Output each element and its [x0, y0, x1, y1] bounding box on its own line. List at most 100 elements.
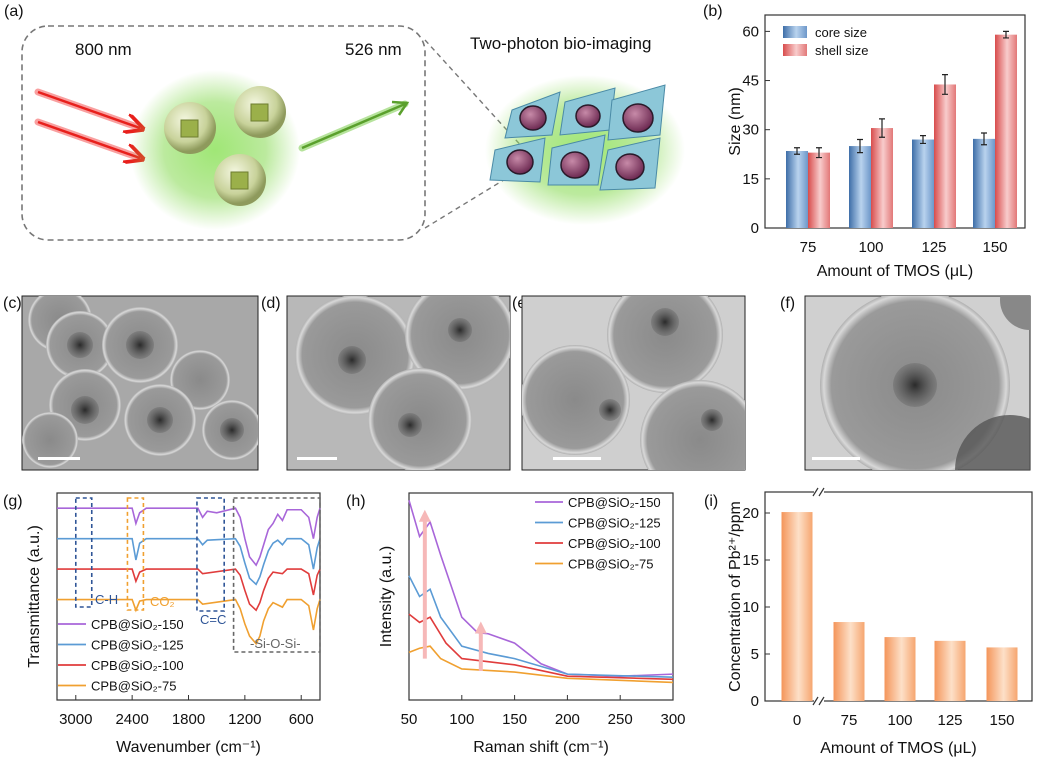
y-axis-label: Concentration of Pb²⁺/ppm: [727, 501, 744, 692]
x-tick-label: 125: [921, 239, 946, 256]
y-tick-label: 0: [751, 693, 759, 710]
plot-frame: [408, 492, 674, 701]
x-tick-label: 125: [937, 712, 962, 729]
y-axis-label: Intensity (a.u.): [378, 546, 395, 647]
bar-core-size: [786, 150, 808, 228]
legend-label: core size: [815, 25, 867, 40]
axis-break-gap: [814, 487, 824, 497]
x-tick-label: 150: [502, 711, 527, 728]
tem-image-d: [286, 295, 511, 471]
x-tick-label: 1200: [228, 711, 261, 728]
x-axis-label: Wavenumber (cm⁻¹): [116, 739, 261, 756]
y-axis-label: Size (nm): [727, 87, 744, 155]
legend-label: shell size: [815, 43, 868, 58]
bar: [986, 647, 1018, 701]
bar: [884, 637, 916, 701]
emission-arrow: [298, 100, 410, 152]
y-tick-label: 15: [742, 171, 759, 188]
x-axis-label: Amount of TMOS (μL): [817, 263, 974, 280]
error-bar: [794, 147, 800, 155]
x-tick-label: 150: [982, 239, 1007, 256]
panel-label-d: (d): [261, 295, 281, 312]
tem-image-e: [521, 295, 746, 471]
annotation-box: [126, 497, 145, 611]
bar-shell-size: [995, 34, 1017, 229]
bar-shell-size: [871, 128, 893, 228]
annotation-label: -Si-O-Si-: [250, 636, 301, 651]
x-tick-label: 600: [289, 711, 314, 728]
ftir-spectra-chart: 3000 2400 1800 1200 600 CPB@SiO₂-150 CPB@SiO₂-…: [26, 492, 321, 756]
annotation-box: [232, 497, 321, 653]
y-tick-label: 15: [742, 552, 759, 569]
bioimaging-title: Two-photon bio-imaging: [470, 34, 651, 53]
zoom-box: [21, 25, 426, 241]
annotation-label: C-H: [95, 592, 118, 607]
x-tick-label: 100: [858, 239, 883, 256]
legend-label: CPB@SiO₂-150: [568, 495, 661, 510]
laser-arrows: [34, 88, 140, 158]
x-tick-label: 0: [793, 712, 801, 729]
x-tick-label: 2400: [115, 711, 148, 728]
zoom-line-top: [424, 39, 526, 151]
annotation-label: CO₂: [150, 594, 175, 609]
bar-shell-size: [808, 152, 830, 228]
legend-swatch: [783, 26, 807, 38]
legend-label: CPB@SiO₂-75: [91, 679, 176, 694]
legend-label: CPB@SiO₂-125: [91, 638, 184, 653]
error-bar: [857, 138, 863, 154]
scale-bar: [553, 457, 601, 460]
x-tick-label: 100: [887, 712, 912, 729]
panel-label-f: (f): [780, 295, 795, 312]
x-tick-label: 3000: [59, 711, 92, 728]
scale-bar: [812, 457, 860, 460]
plot-frame: [764, 14, 1026, 229]
panel-label-a: (a): [4, 3, 24, 20]
legend-label: CPB@SiO₂-100: [568, 536, 661, 551]
legend-label: CPB@SiO₂-75: [568, 557, 653, 572]
x-tick-label: 250: [608, 711, 633, 728]
x-tick-label: 75: [841, 712, 858, 729]
y-tick-label: 20: [742, 505, 759, 522]
x-axis-label: Amount of TMOS (μL): [820, 740, 977, 757]
panel-label-i: (i): [704, 493, 718, 510]
x-tick-label: 200: [555, 711, 580, 728]
bar: [934, 640, 966, 701]
excitation-wavelength: 800 nm: [75, 40, 132, 59]
x-tick-label: 150: [989, 712, 1014, 729]
trend-arrow-head: [418, 509, 431, 522]
error-bar: [942, 74, 948, 95]
scale-bar: [38, 457, 80, 460]
error-bar: [1003, 30, 1009, 39]
error-bar: [981, 132, 987, 146]
bar: [781, 512, 813, 701]
axis-break-icon: [812, 696, 825, 706]
annotation-box: [74, 497, 93, 608]
schematic-panel-a: 800 nm 526 nm Two-photon bio-imaging: [21, 25, 685, 241]
legend-label: CPB@SiO₂-150: [91, 617, 184, 632]
panel-label-b: (b): [703, 3, 723, 20]
cells-illustration: [485, 75, 685, 225]
x-tick-label: 300: [660, 711, 685, 728]
error-bar: [816, 147, 822, 159]
axis-break-gap: [814, 696, 824, 706]
trend-arrow-head: [474, 621, 487, 634]
panel-label-c: (c): [3, 295, 22, 312]
annotation-label: C=C: [200, 612, 226, 627]
bar-shell-size: [934, 84, 956, 229]
y-tick-label: 5: [751, 646, 759, 663]
bar-core-size: [912, 139, 934, 228]
panel-label-h: (h): [346, 493, 366, 510]
y-tick-label: 30: [742, 122, 759, 139]
emission-wavelength: 526 nm: [345, 40, 402, 59]
x-tick-label: 1800: [172, 711, 205, 728]
panel-label-g: (g): [3, 493, 23, 510]
x-tick-label: 75: [800, 239, 817, 256]
tem-image-c: [21, 295, 259, 471]
tem-image-f: [804, 295, 1031, 471]
y-tick-label: 0: [751, 220, 759, 237]
raman-spectra-chart: 50 100 150 200 250 300 CPB@SiO₂-150 CPB@SiO₂-12…: [378, 492, 686, 756]
x-tick-label: 50: [401, 711, 418, 728]
y-tick-label: 60: [742, 23, 759, 40]
series-line: [57, 537, 321, 586]
